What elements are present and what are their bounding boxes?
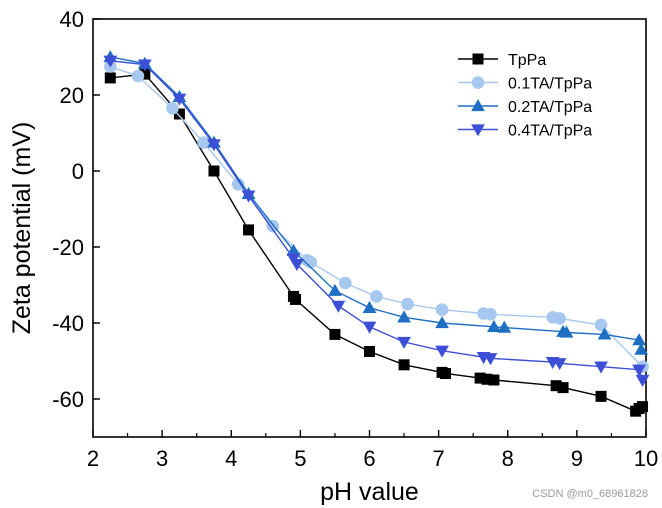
legend-marker [471, 99, 485, 112]
legend-label: 0.2TA/TpPa [508, 99, 592, 116]
x-tick-label: 2 [87, 446, 99, 471]
legend-marker [472, 53, 484, 65]
legend-item: 0.2TA/TpPa [458, 99, 592, 116]
data-point [553, 312, 566, 325]
data-point [401, 297, 414, 311]
data-point [290, 293, 302, 305]
data-point [487, 319, 501, 332]
x-axis-title: pH value [320, 478, 419, 506]
data-point [172, 93, 187, 106]
x-tick-label: 3 [156, 446, 168, 471]
legend: TpPa 0.1TA/TpPa 0.2TA/TpPa 0.4TA/TpPa [458, 52, 592, 140]
x-tick-label: 5 [294, 446, 306, 471]
legend-label: TpPa [508, 52, 546, 69]
data-point [241, 190, 256, 203]
x-tick-label: 10 [634, 446, 658, 471]
data-point [166, 102, 179, 115]
data-point [497, 320, 512, 333]
data-point [208, 165, 220, 177]
x-tick-label: 7 [433, 446, 445, 471]
legend-label: 0.4TA/TpPa [508, 123, 592, 140]
data-point [597, 327, 612, 340]
y-axis-title: Zeta potential (mV) [8, 122, 36, 335]
data-point [481, 373, 493, 385]
data-point [634, 342, 649, 355]
y-tick-label: 20 [60, 83, 84, 108]
legend-marker [471, 76, 485, 89]
data-point [488, 374, 500, 386]
data-point [435, 303, 449, 317]
data-point [594, 318, 608, 332]
x-tick-label: 8 [502, 446, 514, 471]
x-tick-label: 6 [363, 446, 375, 471]
series-3 [103, 55, 650, 387]
watermark: CSDN @m0_68961828 [532, 488, 648, 500]
data-point [243, 224, 255, 236]
y-tick-label: -40 [52, 311, 84, 336]
series-line [110, 60, 644, 381]
data-point [137, 59, 152, 72]
data-point [435, 316, 449, 329]
data-point [364, 346, 375, 357]
data-point [594, 361, 608, 374]
y-tick-label: -60 [52, 387, 84, 412]
legend-item: 0.1TA/TpPa [458, 76, 592, 93]
data-point [231, 178, 245, 191]
data-point [552, 358, 567, 371]
x-tick-label: 4 [225, 446, 237, 471]
data-point [131, 69, 145, 83]
series-0 [104, 68, 649, 417]
data-point [207, 139, 221, 152]
data-point [173, 108, 185, 120]
data-point [104, 72, 116, 84]
data-point [397, 336, 411, 349]
x-tick-label: 9 [571, 446, 583, 471]
data-point [637, 401, 649, 413]
data-point [329, 328, 341, 340]
data-point [550, 380, 562, 392]
data-point [103, 55, 118, 68]
data-point [632, 364, 646, 377]
data-point [440, 368, 452, 380]
data-point [397, 310, 411, 323]
legend-item: 0.4TA/TpPa [458, 123, 592, 140]
series-2 [103, 50, 649, 355]
legend-item: TpPa [458, 52, 546, 69]
data-point [362, 300, 377, 313]
data-point [370, 290, 383, 303]
data-point [331, 300, 346, 313]
axis-ticks: 2 3 4 5 6 7 8 9 10 -60 -40 -20 0 20 40 [52, 7, 658, 471]
data-point [362, 321, 377, 334]
data-point [139, 68, 151, 80]
data-point [339, 276, 352, 290]
data-point [398, 359, 410, 371]
data-point [557, 382, 569, 394]
data-point [197, 136, 210, 149]
legend-marker [471, 124, 485, 137]
series-layer [103, 50, 650, 417]
data-point [290, 258, 304, 271]
data-point [632, 333, 646, 346]
data-point [635, 374, 650, 387]
data-point [484, 307, 497, 321]
data-point [483, 353, 498, 366]
legend-label: 0.1TA/TpPa [508, 76, 592, 93]
data-point [595, 390, 607, 402]
data-point [328, 283, 342, 296]
data-point [559, 325, 574, 338]
y-tick-label: -20 [52, 235, 84, 260]
data-point [435, 345, 449, 358]
y-tick-label: 40 [60, 7, 84, 32]
data-point [474, 372, 486, 384]
y-tick-label: 0 [72, 159, 84, 184]
